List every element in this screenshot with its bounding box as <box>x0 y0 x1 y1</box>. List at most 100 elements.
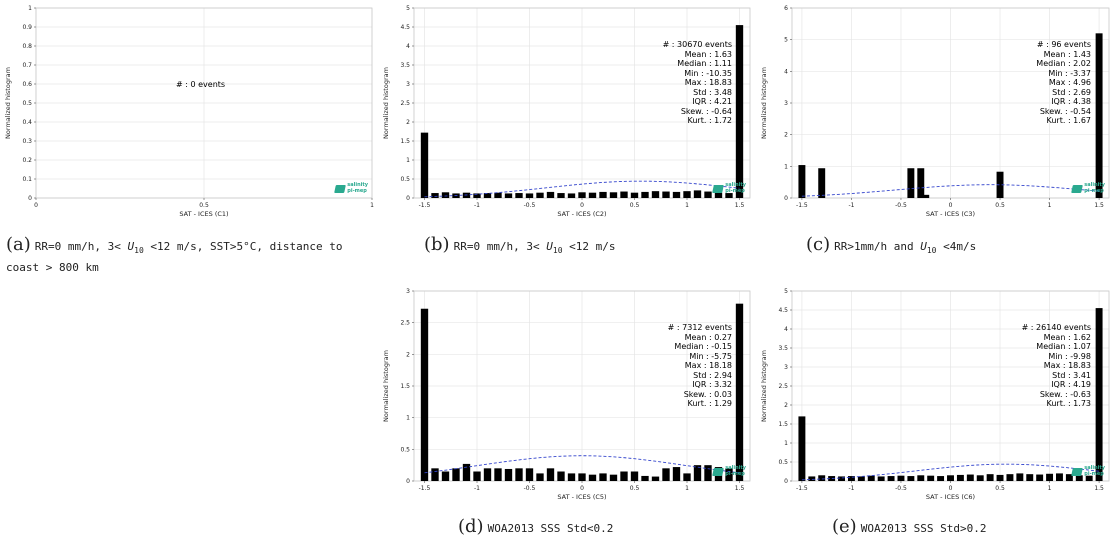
y-tick-label: 0.4 <box>22 119 32 126</box>
stats-box: # : 0 events <box>176 80 225 90</box>
x-axis-label: SAT - ICES (C2) <box>557 210 606 218</box>
x-tick-label: -1 <box>474 485 480 492</box>
logo-mark-icon <box>712 467 725 476</box>
histogram-bar <box>672 191 681 198</box>
logo-mark-icon <box>712 184 725 193</box>
x-tick-label: 1.5 <box>1094 485 1104 492</box>
chart-svg: 0 0.5 1 1.5 2 2.5 3 -1.5 -1 -0.5 0 0.5 1 1.5 SAT - ICE… <box>382 288 751 501</box>
logo-line1: salinity <box>1084 465 1105 471</box>
histogram-bar <box>867 475 875 481</box>
histogram-bar <box>1036 474 1044 481</box>
y-tick-label: 3.5 <box>778 345 788 352</box>
y-tick-label: 4.5 <box>400 24 410 31</box>
histogram-bar <box>557 193 565 198</box>
histogram-panel-c1: 0 0.1 0.2 0.3 0.4 0.5 0.6 0.7 0.8 0.9 1 0 0.5 1 SAT - … <box>0 0 378 228</box>
y-tick-label: 0.5 <box>778 459 788 466</box>
stats-line: Median : -0.15 <box>674 342 732 351</box>
y-tick-label: 0 <box>406 478 410 485</box>
caption-a: (a) RR=0 mm/h, 3< U10 <12 m/s, SST>5°C, d… <box>6 236 378 276</box>
x-tick-label: -0.5 <box>524 202 536 209</box>
y-axis-label: Normalized histogram <box>760 350 768 422</box>
histogram-bar <box>651 191 660 198</box>
stats-box: # : 96 events Mean : 1.43 Median : 2.02 Min… <box>1036 40 1091 126</box>
y-axis-label: Normalized histogram <box>760 67 768 139</box>
stats-line: Median : 1.07 <box>1036 342 1091 351</box>
stats-line: Max : 4.96 <box>1048 78 1091 87</box>
stats-line: Skew. : -0.64 <box>680 106 732 116</box>
histogram-bar <box>546 468 555 481</box>
y-tick-label: 1 <box>784 440 788 447</box>
y-tick-label: 2 <box>406 351 410 358</box>
x-tick-label: -0.5 <box>895 202 907 209</box>
stats-line: Median : 1.11 <box>677 59 732 68</box>
logo-text: salinity pi-mep <box>725 182 746 194</box>
stats-line: Min : -9.98 <box>1048 351 1091 361</box>
y-tick-label: 4 <box>406 43 410 50</box>
stats-line: Kurt. : 1.29 <box>687 399 732 408</box>
histogram-bar <box>683 473 691 481</box>
histogram-bar <box>937 476 945 481</box>
histogram-bar <box>907 168 915 198</box>
histogram-bar <box>847 476 855 481</box>
stats-line: # : 30670 events <box>662 40 732 49</box>
histogram-bar <box>588 192 597 198</box>
histogram-bar <box>1016 473 1024 481</box>
x-tick-label: 1 <box>685 202 689 209</box>
gaussian-fit-curve <box>424 180 740 198</box>
y-axis-label: Normalized histogram <box>4 67 12 139</box>
salinity-pimep-logo: salinity pi-mep <box>1071 182 1105 194</box>
histogram-bar <box>662 468 670 481</box>
histogram-bar <box>536 473 544 481</box>
caption-d: (d) WOA2013 SSS Std<0.2 <box>458 518 613 537</box>
histogram-bar <box>725 468 733 481</box>
histogram-bar <box>917 168 925 198</box>
stats-line: Std : 2.69 <box>1052 87 1091 97</box>
y-tick-label: 0.7 <box>22 62 32 69</box>
histogram-bar <box>947 475 954 481</box>
histogram-bar <box>609 192 618 198</box>
histogram-bar <box>887 476 895 481</box>
histogram-bar <box>525 468 534 481</box>
histogram-bar <box>1006 474 1014 481</box>
y-tick-label: 3 <box>406 81 410 88</box>
histogram-bar <box>704 465 712 481</box>
logo-text: salinity pi-mep <box>725 465 746 477</box>
y-tick-label: 0 <box>28 195 32 202</box>
x-tick-label: 0 <box>580 202 584 209</box>
y-tick-label: 0.1 <box>22 176 32 183</box>
histogram-bar <box>693 190 702 198</box>
histogram-bar <box>838 476 845 481</box>
x-tick-label: 0 <box>580 485 584 492</box>
x-tick-label: -1 <box>848 485 854 492</box>
histogram-bar <box>857 476 865 481</box>
y-tick-label: 1 <box>784 163 788 170</box>
y-tick-label: 2.5 <box>778 383 788 390</box>
histogram-bar <box>907 476 915 481</box>
histogram-bar <box>588 474 597 481</box>
histogram-bar <box>798 416 806 481</box>
caption-e: (e) WOA2013 SSS Std>0.2 <box>832 518 987 537</box>
y-tick-label: 1 <box>28 5 32 12</box>
stats-line: Kurt. : 1.73 <box>1046 399 1091 408</box>
stats-line: Std : 3.48 <box>693 87 732 97</box>
y-tick-label: 0.3 <box>22 138 32 145</box>
logo-line1: salinity <box>347 182 368 188</box>
histogram-bar <box>515 468 523 481</box>
stats-line: Max : 18.83 <box>684 78 732 87</box>
histogram-bar <box>431 468 439 481</box>
stats-line: Max : 18.83 <box>1043 361 1091 370</box>
y-tick-label: 2 <box>784 402 788 409</box>
histogram-bar <box>1075 475 1083 481</box>
y-axis-label: Normalized histogram <box>382 350 390 422</box>
x-tick-label: -1.5 <box>419 202 431 209</box>
stats-box: # : 26140 events Mean : 1.62 Median : 1.07… <box>1022 323 1091 409</box>
histogram-bar <box>672 467 681 481</box>
y-tick-label: 5 <box>784 37 788 44</box>
x-tick-label: -1 <box>848 202 854 209</box>
logo-line2: pi-mep <box>347 187 367 194</box>
y-tick-label: 3 <box>784 364 788 371</box>
x-tick-label: -0.5 <box>895 485 907 492</box>
histogram-bar <box>877 476 885 481</box>
stats-line: Mean : 1.62 <box>1043 332 1091 342</box>
histogram-bar <box>956 474 964 481</box>
